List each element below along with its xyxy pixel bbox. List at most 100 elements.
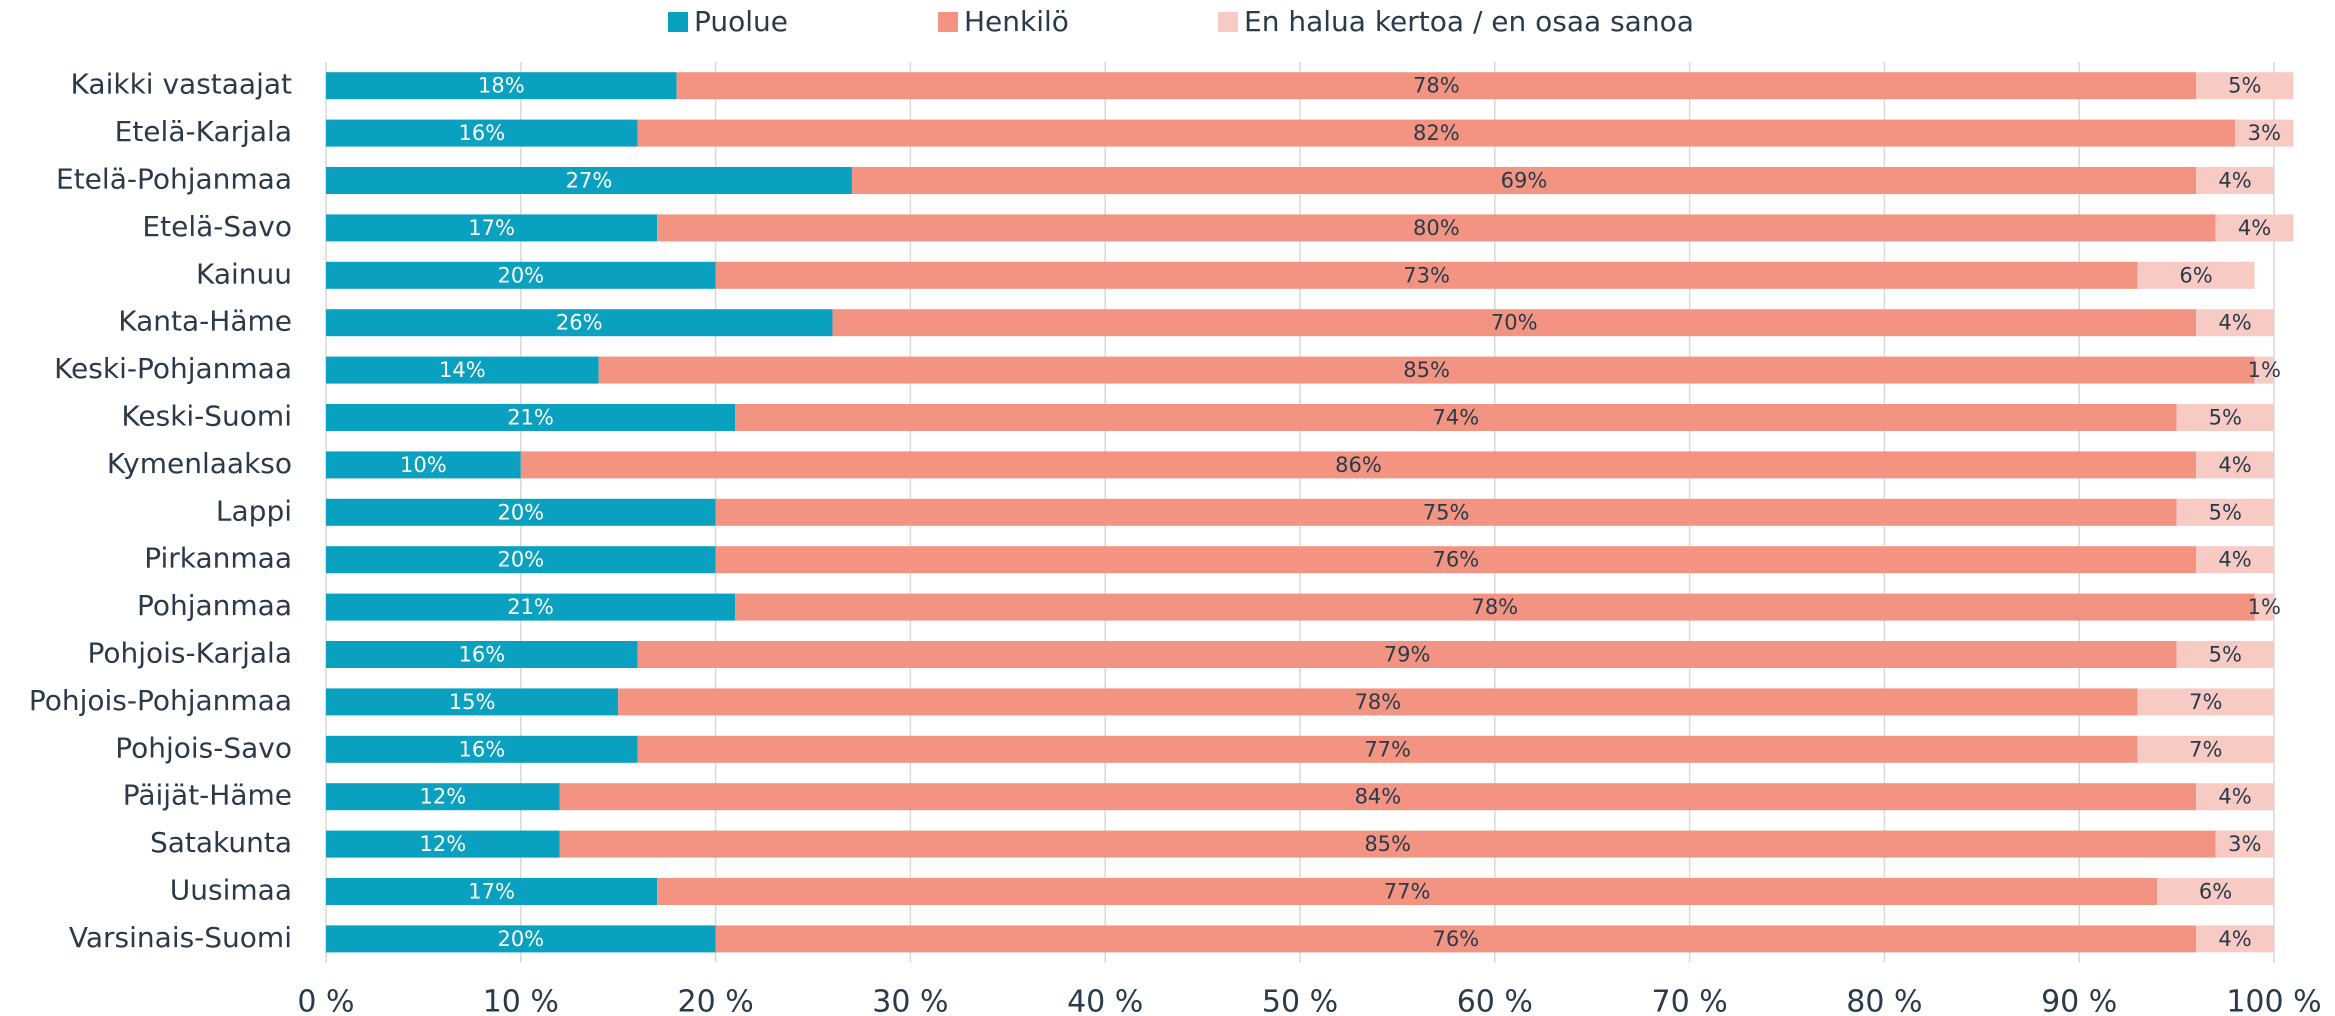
value-label: 4% (2238, 216, 2271, 240)
value-label: 1% (2248, 358, 2281, 382)
y-tick-label: Etelä-Karjala (115, 115, 292, 148)
bar-segment (326, 783, 560, 811)
legend-label: Puolue (694, 5, 788, 38)
value-label: 82% (1413, 121, 1460, 145)
y-tick-label: Satakunta (150, 826, 292, 859)
x-tick-label: 50 % (1262, 985, 1338, 1016)
bar-segment (520, 451, 2197, 479)
bar-segment (598, 356, 2255, 384)
y-tick-label: Pohjois-Karjala (87, 637, 292, 670)
bar-segment (715, 546, 2197, 574)
bar-segment (326, 72, 677, 100)
bar-segment (2176, 641, 2274, 668)
value-label: 86% (1335, 453, 1382, 477)
y-tick-label: Pohjanmaa (137, 589, 292, 622)
value-label: 6% (2179, 263, 2212, 287)
bar-segment (326, 214, 658, 242)
value-label: 75% (1423, 500, 1470, 524)
x-tick-label: 90 % (2041, 985, 2117, 1016)
bar-segment (326, 878, 658, 905)
value-label: 5% (2209, 406, 2242, 430)
y-tick-label: Kainuu (196, 257, 292, 290)
y-tick-label: Etelä-Savo (142, 210, 292, 243)
bar-segment (326, 119, 638, 147)
bar-segment (2137, 688, 2274, 716)
bar-segment (326, 925, 716, 953)
value-label: 21% (507, 406, 554, 430)
y-tick-label: Uusimaa (170, 874, 292, 907)
value-label: 77% (1364, 737, 1411, 761)
bar-segment (2196, 925, 2274, 953)
bar-segment (2176, 498, 2274, 526)
value-label: 5% (2209, 500, 2242, 524)
x-tick-label: 100 % (2226, 985, 2321, 1016)
x-tick-label: 20 % (677, 985, 753, 1016)
bar-segment (326, 261, 716, 289)
bar-segment (2254, 593, 2274, 621)
value-label: 4% (2218, 311, 2251, 335)
value-label: 3% (2248, 121, 2281, 145)
bar-segment (657, 214, 2216, 242)
bar-segment (676, 72, 2197, 100)
x-tick-label: 10 % (483, 985, 559, 1016)
value-label: 79% (1384, 643, 1431, 667)
value-label: 76% (1432, 548, 1479, 572)
value-label: 4% (2218, 927, 2251, 951)
value-label: 85% (1364, 832, 1411, 856)
value-label: 5% (2209, 643, 2242, 667)
value-label: 76% (1432, 927, 1479, 951)
x-tick-label: 80 % (1846, 985, 1922, 1016)
x-tick-label: 60 % (1457, 985, 1533, 1016)
y-tick-label: Varsinais-Suomi (69, 921, 292, 954)
bar-segment (637, 735, 2138, 763)
y-tick-label: Lappi (216, 494, 292, 527)
value-label: 7% (2189, 690, 2222, 714)
value-label: 4% (2218, 453, 2251, 477)
value-label: 4% (2218, 169, 2251, 193)
bar-segment (326, 309, 833, 337)
value-label: 20% (497, 263, 544, 287)
value-label: 20% (497, 548, 544, 572)
value-label: 74% (1432, 406, 1479, 430)
bar-segment (2137, 261, 2255, 289)
bar-segment (326, 593, 736, 621)
legend-swatch (668, 12, 688, 32)
value-label: 17% (468, 880, 515, 904)
y-tick-label: Pohjois-Savo (115, 731, 292, 764)
bar-segment (2215, 830, 2274, 858)
value-label: 21% (507, 595, 554, 619)
bar-segment (2235, 119, 2294, 147)
value-label: 27% (566, 169, 613, 193)
value-label: 20% (497, 500, 544, 524)
bar-segment (735, 404, 2177, 431)
x-tick-label: 30 % (872, 985, 948, 1016)
value-label: 14% (439, 358, 486, 382)
bar-segment (715, 261, 2138, 289)
bar-segment (2196, 783, 2274, 811)
y-tick-label: Etelä-Pohjanmaa (56, 163, 292, 196)
bar-segment (326, 404, 736, 431)
bar-segment (2176, 404, 2274, 431)
x-tick-label: 40 % (1067, 985, 1143, 1016)
bar-segment (657, 878, 2158, 905)
bar-segment (326, 641, 638, 668)
value-label: 15% (449, 690, 496, 714)
x-tick-label: 0 % (297, 985, 354, 1016)
bar-segment (2196, 167, 2274, 194)
value-label: 73% (1403, 263, 1450, 287)
y-tick-label: Kaikki vastaajat (71, 68, 292, 101)
bar-segment (326, 451, 521, 479)
value-label: 20% (497, 927, 544, 951)
y-tick-label: Päijät-Häme (123, 779, 292, 812)
value-label: 10% (400, 453, 447, 477)
bar-segment (326, 498, 716, 526)
bar-segment (851, 167, 2197, 194)
bar-segment (637, 119, 2236, 147)
value-label: 78% (1413, 74, 1460, 98)
bar-segment (2196, 72, 2294, 100)
value-label: 69% (1501, 169, 1548, 193)
bar-segment (2254, 356, 2274, 384)
bar-segment (559, 830, 2216, 858)
bar-segment (2196, 451, 2274, 479)
value-label: 77% (1384, 880, 1431, 904)
